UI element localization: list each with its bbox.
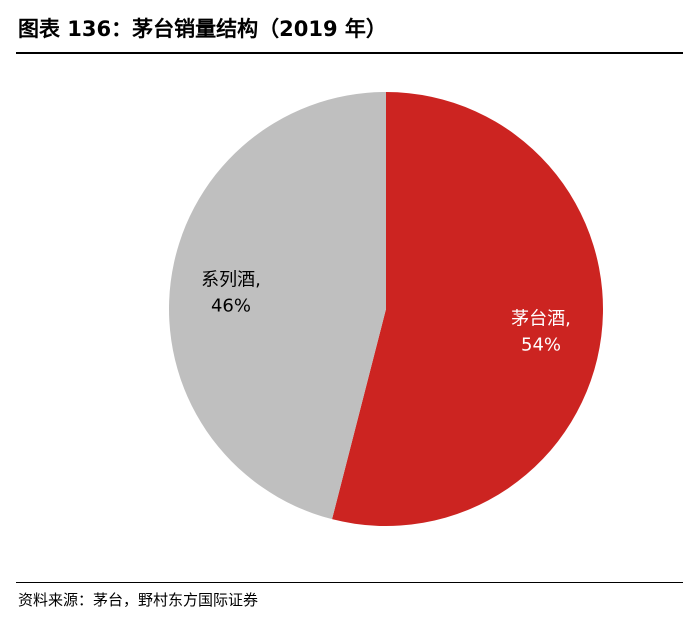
slice-label-name-1: 茅台酒, bbox=[511, 309, 571, 330]
pie-slices bbox=[168, 92, 603, 526]
source-note: 资料来源：茅台，野村东方国际证券 bbox=[18, 591, 259, 609]
slice-label-name-2: 系列酒, bbox=[201, 269, 261, 290]
pie-chart: 茅台酒, 54% 系列酒, 46% bbox=[168, 92, 603, 526]
pie-slice-2 bbox=[168, 92, 386, 520]
pie-slice-labels: 茅台酒, 54% 系列酒, 46% bbox=[201, 269, 571, 355]
pie-slice-1 bbox=[332, 92, 603, 526]
title-divider bbox=[16, 52, 683, 54]
slice-label-value-2: 46% bbox=[211, 295, 251, 316]
source-divider bbox=[16, 582, 683, 583]
chart-title: 图表 136：茅台销量结构（2019 年） bbox=[18, 17, 387, 41]
slice-label-value-1: 54% bbox=[521, 335, 561, 356]
